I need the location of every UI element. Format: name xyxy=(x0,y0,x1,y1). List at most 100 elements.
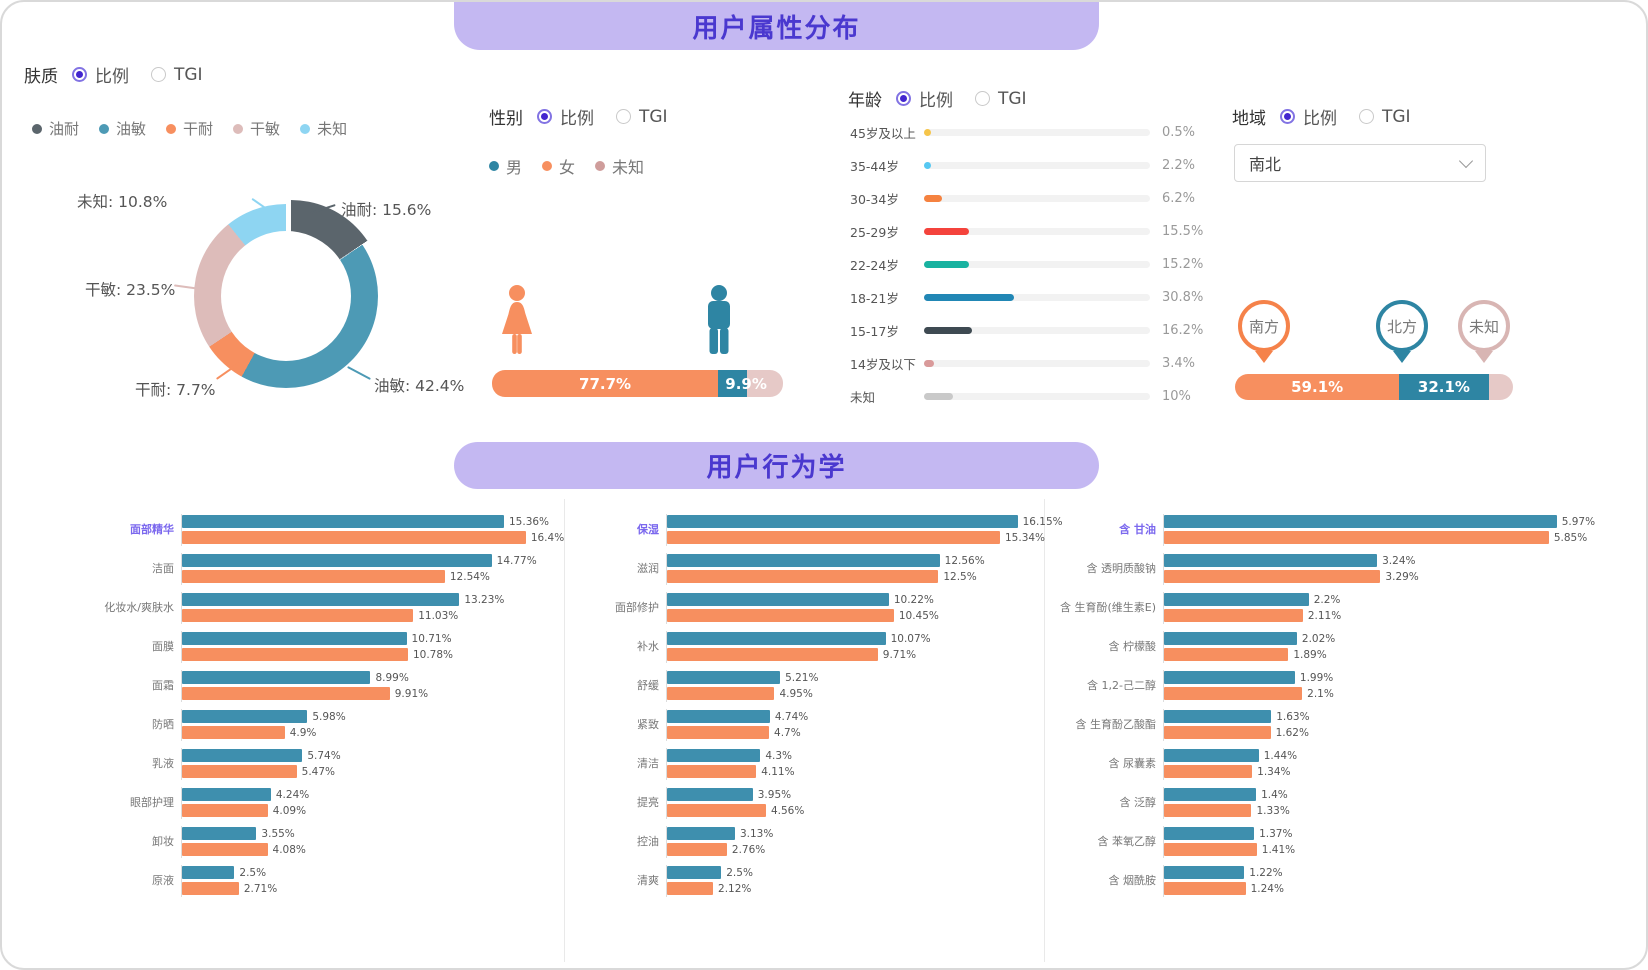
legend-label: 干敏 xyxy=(250,120,281,138)
bar-value: 1.99% xyxy=(1299,671,1334,684)
bar-value: 5.85% xyxy=(1553,531,1588,544)
bar-series-2 xyxy=(182,804,268,817)
bar-line: 10.78% xyxy=(182,648,530,661)
chart-row-label: 防晒 xyxy=(152,717,174,731)
bar-series-2 xyxy=(182,609,414,622)
bar-series-1 xyxy=(182,788,271,801)
chart-row-bars: 1.63% 1.62% xyxy=(1163,708,1562,741)
bar-series-2 xyxy=(1164,765,1253,778)
radio-option-TGI[interactable]: TGI xyxy=(1359,107,1411,127)
age-bar xyxy=(924,129,931,136)
bar-value: 5.98% xyxy=(312,710,346,723)
chart-row: 化妆水/爽肤水 13.23% 11.03% xyxy=(62,588,530,627)
legend-item-未知[interactable]: 未知 xyxy=(595,154,644,178)
age-track xyxy=(924,162,1150,169)
legend-item-未知[interactable]: 未知 xyxy=(300,118,347,139)
bar-value: 16.15% xyxy=(1022,515,1063,528)
radio-icon[interactable] xyxy=(72,67,87,82)
bar-line: 4.11% xyxy=(667,765,1023,778)
age-value: 3.4% xyxy=(1162,356,1196,371)
donut-label-oil-sensitive: 油敏: 42.4% xyxy=(374,377,465,395)
radio-option-比例[interactable]: 比例 xyxy=(896,86,953,111)
bar-series-2 xyxy=(667,570,939,583)
chart-row: 洁面 14.77% 12.54% xyxy=(62,549,537,588)
bar-series-2 xyxy=(182,570,445,583)
bar-series-1 xyxy=(182,866,235,879)
age-track xyxy=(924,327,1150,334)
radio-option-比例[interactable]: 比例 xyxy=(537,104,594,129)
chart-row-bars: 2.5% 2.71% xyxy=(181,864,530,897)
bar-value: 5.97% xyxy=(1561,515,1596,528)
radio-icon[interactable] xyxy=(616,109,631,124)
legend-item-油耐[interactable]: 油耐 xyxy=(32,118,79,139)
radio-icon[interactable] xyxy=(975,91,990,106)
bar-series-1 xyxy=(1164,671,1295,684)
chart-row: 面霜 8.99% 9.91% xyxy=(62,666,530,705)
radio-icon[interactable] xyxy=(1280,109,1295,124)
radio-option-TGI[interactable]: TGI xyxy=(616,107,668,127)
age-label: 14岁及以下 xyxy=(850,357,916,372)
age-track xyxy=(924,228,1150,235)
chart-row-label: 面膜 xyxy=(152,639,174,653)
bar-line: 12.56% xyxy=(667,554,1023,567)
radio-option-TGI[interactable]: TGI xyxy=(975,89,1027,109)
donut-label-dry-tolerant: 干耐: 7.7% xyxy=(135,381,216,399)
radio-option-比例[interactable]: 比例 xyxy=(1280,104,1337,129)
bar-line: 1.22% xyxy=(1164,866,1562,879)
legend-item-油敏[interactable]: 油敏 xyxy=(99,118,146,139)
legend-item-男[interactable]: 男 xyxy=(489,154,522,178)
bar-value: 9.91% xyxy=(394,687,429,700)
chart-row-label: 含 尿囊素 xyxy=(1108,756,1157,770)
bar-line: 1.99% xyxy=(1164,671,1562,684)
age-track xyxy=(924,261,1150,268)
chart-row-bars: 5.74% 5.47% xyxy=(181,747,530,780)
legend-item-干耐[interactable]: 干耐 xyxy=(166,118,213,139)
bar-value: 10.78% xyxy=(412,648,454,661)
gender-stacked-bar: 77.7% 9.9% xyxy=(492,370,783,397)
behavior-chart-efficacy: 保湿 16.15% 15.34% 滋润 12.56% 12.5% 面部修护 10.22% 10.… xyxy=(547,510,1063,900)
legend-item-女[interactable]: 女 xyxy=(542,154,575,178)
bar-series-1 xyxy=(667,671,781,684)
skin-type-donut-chart: 未知: 10.8% 油耐: 15.6% 干敏: 23.5% 干耐: 7.7% 油… xyxy=(2,182,482,437)
legend-label: 油耐 xyxy=(49,120,80,138)
legend-label: 男 xyxy=(506,158,523,177)
legend-item-干敏[interactable]: 干敏 xyxy=(233,118,280,139)
donut-label-oil-tolerant: 油耐: 15.6% xyxy=(341,201,432,219)
radio-icon[interactable] xyxy=(896,91,911,106)
legend-label: 女 xyxy=(559,158,576,177)
radio-option-TGI[interactable]: TGI xyxy=(151,65,203,85)
legend-label: 未知 xyxy=(612,158,645,177)
chart-row-bars: 4.3% 4.11% xyxy=(666,747,1023,780)
chart-row-label: 原液 xyxy=(152,873,174,887)
region-pin-未知: 未知 xyxy=(1458,300,1510,352)
gender-legend: 男 女 未知 xyxy=(489,154,664,178)
bar-line: 3.13% xyxy=(667,827,1023,840)
radio-icon[interactable] xyxy=(537,109,552,124)
age-label: 25-29岁 xyxy=(850,225,899,240)
bar-series-2 xyxy=(667,726,770,739)
bar-value: 10.22% xyxy=(893,593,934,606)
radio-label: TGI xyxy=(639,106,668,127)
bar-value: 5.47% xyxy=(301,765,336,778)
chart-row-label: 含 甘油 xyxy=(1119,522,1156,536)
legend-dot xyxy=(595,161,606,171)
bar-series-2 xyxy=(1164,609,1303,622)
bar-series-1 xyxy=(182,749,303,762)
bar-series-2 xyxy=(182,687,390,700)
radio-option-比例[interactable]: 比例 xyxy=(72,62,129,87)
radio-icon[interactable] xyxy=(151,67,166,82)
bar-value: 11.03% xyxy=(418,609,459,622)
age-value: 2.2% xyxy=(1162,158,1196,173)
radio-icon[interactable] xyxy=(1359,109,1374,124)
legend-dot xyxy=(489,161,499,171)
age-label: 30-34岁 xyxy=(850,192,899,207)
age-value: 15.2% xyxy=(1162,257,1204,272)
bar-line: 5.98% xyxy=(182,710,530,723)
bar-value: 1.37% xyxy=(1259,827,1293,840)
bar-value: 1.24% xyxy=(1250,882,1284,895)
region-dropdown[interactable]: 南北 xyxy=(1234,144,1486,182)
bar-value: 8.99% xyxy=(375,671,409,684)
bar-line: 10.07% xyxy=(667,632,1023,645)
chart-row-label: 保湿 xyxy=(637,522,659,536)
